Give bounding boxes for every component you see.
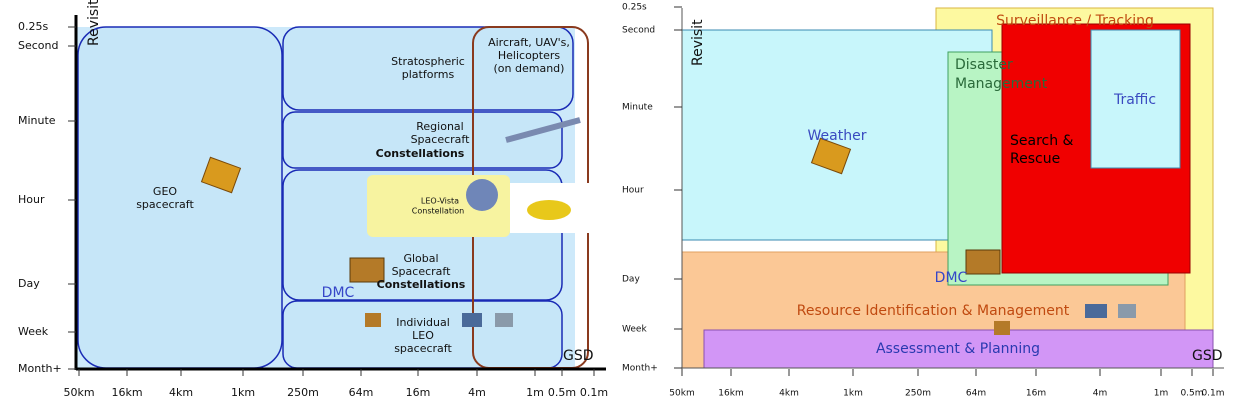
assessment-region: [703, 329, 1214, 369]
x-label: 4m: [1093, 389, 1108, 399]
region-label: LEO: [412, 329, 434, 342]
x-label: 16km: [718, 389, 743, 399]
x-label: 1m: [1154, 389, 1169, 399]
x-label: 1m: [526, 386, 544, 399]
region-label: Aircraft, UAV's,: [488, 36, 570, 49]
x-label: 4m: [468, 386, 486, 399]
x-label: 16km: [111, 386, 142, 399]
x-label: 64m: [966, 389, 986, 399]
x-label: 1km: [231, 386, 255, 399]
region-label: Rescue: [1010, 151, 1060, 167]
region-label: Constellations: [377, 278, 466, 291]
region-label: (on demand): [494, 62, 565, 75]
x-label: 4km: [779, 389, 799, 399]
y-label: Minute: [18, 114, 56, 127]
satellite-icon: [1118, 304, 1136, 318]
satellite-icon: [1085, 304, 1107, 318]
x-label: 0.1m: [1201, 389, 1224, 399]
x-label: 16m: [406, 386, 431, 399]
region-label: DMC: [322, 285, 355, 301]
region-label: Constellation: [412, 207, 464, 216]
x-label: 250m: [287, 386, 319, 399]
y-label: 0.25s: [622, 3, 647, 13]
region-label: Traffic: [1113, 92, 1156, 108]
region-label: Constellations: [376, 147, 465, 160]
y-label: Week: [622, 325, 647, 335]
region-label: Individual: [396, 316, 450, 329]
axis-title: Revisit: [690, 19, 706, 66]
satellite-icon: [200, 156, 242, 194]
region-label: Weather: [808, 128, 867, 144]
x-label: 16m: [1026, 389, 1046, 399]
y-label: Month+: [622, 364, 658, 374]
y-label: Hour: [622, 186, 644, 196]
gsd-label: GSD: [563, 348, 594, 364]
satellite-icon: [495, 313, 513, 327]
satellite-icon: [349, 257, 385, 283]
y-label: 0.25s: [18, 20, 48, 33]
gsd-label: GSD: [1192, 348, 1223, 364]
x-label: 250m: [905, 389, 931, 399]
right-panel: Revisit GSD Surveillance / Tracking Weat…: [622, 3, 1225, 399]
x-label: 50km: [63, 386, 94, 399]
y-label: Day: [622, 275, 640, 285]
y-label: Second: [622, 26, 655, 36]
traffic-region: [1090, 29, 1181, 169]
x-label: 0.5m: [1180, 389, 1203, 399]
x-label: 0.5m: [548, 386, 576, 399]
satellite-icon: [462, 313, 482, 327]
y-label: Month+: [18, 362, 62, 375]
aircraft-icon: [505, 117, 581, 143]
region-label: Spacecraft: [411, 133, 471, 146]
x-label: 0.1m: [580, 386, 608, 399]
satellite-icon: [994, 321, 1010, 335]
region-label: GEO: [153, 185, 177, 198]
region-label: platforms: [402, 68, 455, 81]
region-label: Search &: [1010, 133, 1074, 149]
left-panel: Revisit GSD GEO spacecraft Stratospheric…: [18, 0, 608, 399]
regional-region: [282, 111, 563, 169]
region-label: Global: [403, 252, 438, 265]
satellite-icon: [365, 313, 381, 327]
region-label: Resource Identification & Management: [797, 303, 1070, 319]
x-label: 64m: [349, 386, 374, 399]
x-label: 1km: [843, 389, 863, 399]
y-label: Minute: [622, 103, 653, 113]
y-label: Second: [18, 39, 58, 52]
region-label: Stratospheric: [391, 55, 465, 68]
region-label: Spacecraft: [392, 265, 452, 278]
stratospheric-region: [282, 26, 574, 111]
region-label: spacecraft: [394, 342, 452, 355]
helicopter-body: [527, 200, 571, 220]
region-label: DMC: [935, 270, 968, 286]
x-label: 50km: [669, 389, 694, 399]
region-label: Helicopters: [498, 49, 561, 62]
region-label: Assessment & Planning: [876, 341, 1040, 357]
satellite-icon: [810, 137, 852, 175]
axis-title: Revisit: [86, 0, 102, 46]
y-label: Day: [18, 277, 40, 290]
region-label: Management: [955, 76, 1048, 92]
y-label: Week: [18, 325, 49, 338]
x-label: 4km: [169, 386, 193, 399]
region-label: Disaster: [955, 57, 1013, 73]
globe-icon: [466, 179, 498, 211]
satellite-icon: [965, 249, 1001, 275]
y-label: Hour: [18, 193, 45, 206]
region-label: LEO-Vista: [421, 197, 459, 206]
region-label: Surveillance / Tracking: [996, 13, 1154, 29]
region-label: Regional: [416, 120, 463, 133]
weather-region: [681, 29, 993, 241]
region-label: spacecraft: [136, 198, 194, 211]
